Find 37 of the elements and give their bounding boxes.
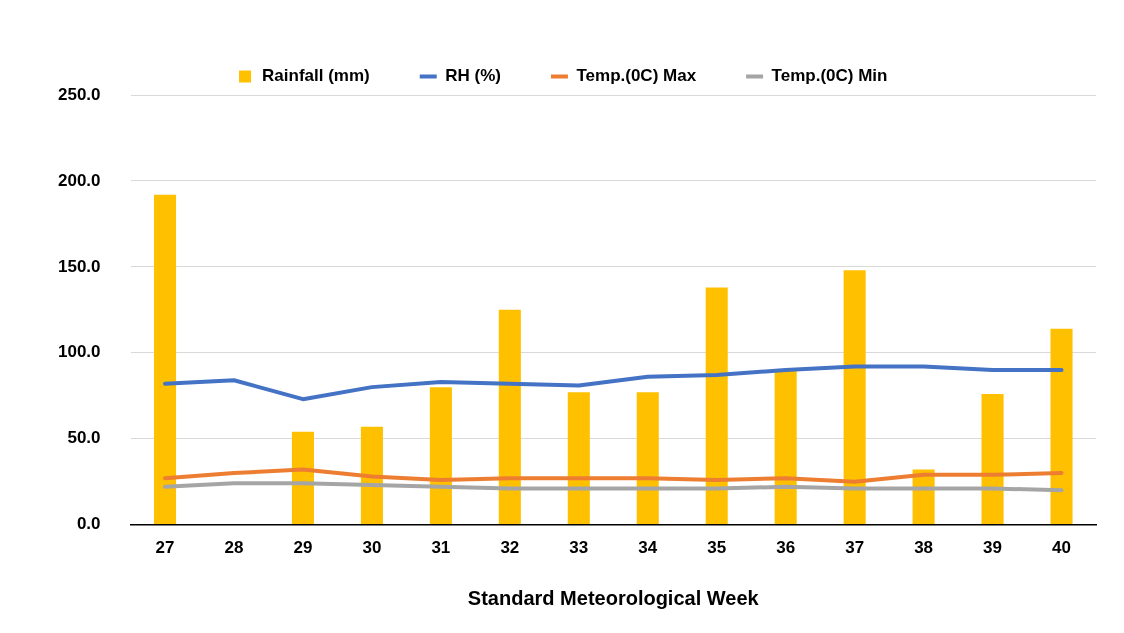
y-tick-label: 100.0	[57, 342, 101, 362]
x-tick-label: 31	[431, 538, 451, 558]
x-axis-title: Standard Meteorological Week	[467, 586, 760, 609]
y-tick-label: 250.0	[57, 84, 101, 104]
x-tick-label: 33	[569, 538, 589, 558]
bar	[498, 309, 521, 525]
x-tick-label: 34	[638, 538, 658, 558]
y-tick-label: 50.0	[67, 428, 101, 448]
x-tick-label: 35	[707, 538, 727, 558]
legend-label: RH (%)	[445, 66, 501, 86]
bar	[360, 426, 383, 525]
bar	[429, 387, 452, 525]
y-tick-label: 150.0	[57, 256, 101, 276]
x-tick-label: 29	[293, 538, 313, 558]
bar	[153, 194, 177, 525]
x-tick-label: 40	[1052, 538, 1071, 558]
legend-label: Temp.(0C) Min	[771, 66, 888, 86]
y-tick-label: 200.0	[57, 170, 101, 190]
bar	[291, 431, 314, 525]
x-tick-label: 30	[362, 538, 382, 558]
bar	[843, 270, 866, 525]
bar	[981, 394, 1004, 525]
bar	[705, 287, 728, 525]
x-tick-label: 37	[845, 538, 865, 558]
x-tick-label: 28	[224, 538, 244, 558]
x-tick-label: 38	[914, 538, 934, 558]
x-tick-label: 32	[500, 538, 520, 558]
y-tick-label: 0.0	[76, 514, 101, 534]
bar	[636, 392, 659, 525]
x-tick-label: 27	[155, 538, 175, 558]
bar	[1050, 328, 1073, 525]
bar	[774, 369, 797, 525]
legend-label: Rainfall (mm)	[262, 66, 370, 86]
legend-label: Temp.(0C) Max	[576, 66, 697, 86]
x-tick-label: 39	[983, 538, 1003, 558]
x-tick-label: 36	[776, 538, 796, 558]
bar	[567, 392, 590, 525]
